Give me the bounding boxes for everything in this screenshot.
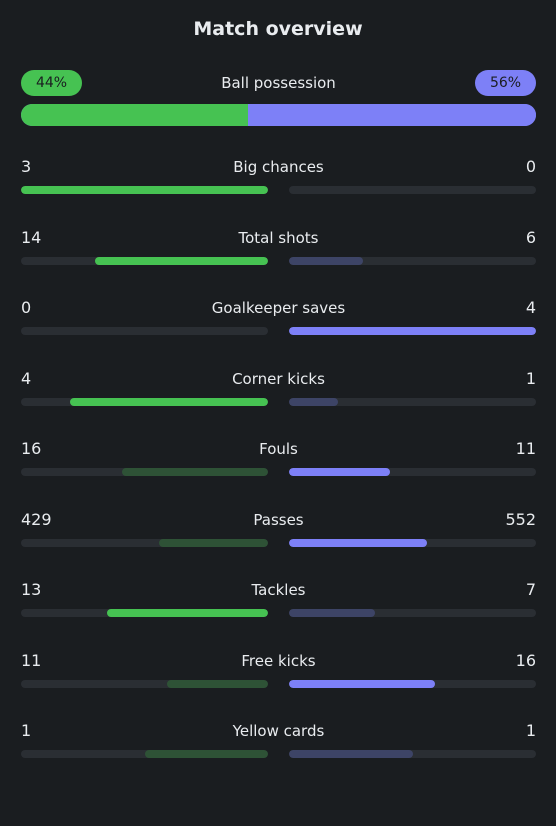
- stat-label: Passes: [253, 511, 304, 529]
- possession-header: 44% Ball possession 56%: [21, 70, 536, 96]
- stat-home-value: 1: [21, 721, 32, 740]
- stat-away-bar: [289, 398, 339, 406]
- stat-away-bar: [289, 680, 435, 688]
- stat-away-value: 1: [525, 721, 536, 740]
- stat-away-value: 552: [505, 510, 536, 529]
- stat-away-bar: [289, 257, 364, 265]
- stat-home-bar: [144, 750, 268, 758]
- stat-row: 3 Big chances 0: [21, 157, 536, 197]
- stat-home-track: [21, 186, 268, 194]
- stat-home-bar: [159, 539, 268, 547]
- stat-home-bar: [166, 680, 268, 688]
- stat-away-track: [289, 680, 536, 688]
- stat-row: 4 Corner kicks 1: [21, 369, 536, 409]
- stat-label: Goalkeeper saves: [211, 299, 346, 317]
- stat-away-bar: [289, 539, 428, 547]
- possession-bar-away: [247, 104, 536, 126]
- stat-row: 1 Yellow cards 1: [21, 721, 536, 761]
- stat-away-bar: [289, 609, 376, 617]
- stat-away-value: 7: [525, 580, 536, 599]
- stat-home-track: [21, 609, 268, 617]
- stat-away-track: [289, 609, 536, 617]
- stat-away-value: 16: [515, 651, 536, 670]
- stat-away-value: 6: [525, 228, 536, 247]
- stat-away-track: [289, 750, 536, 758]
- stat-home-track: [21, 468, 268, 476]
- stat-home-track: [21, 327, 268, 335]
- stat-away-bar: [289, 327, 536, 335]
- stat-away-track: [289, 327, 536, 335]
- stat-home-value: 16: [21, 439, 42, 458]
- stat-away-value: 11: [515, 439, 536, 458]
- stat-home-value: 4: [21, 369, 32, 388]
- stat-home-value: 3: [21, 157, 32, 176]
- away-possession-badge: 56%: [475, 70, 536, 96]
- stat-home-bar: [107, 609, 268, 617]
- stat-label: Big chances: [233, 158, 324, 176]
- stat-away-value: 1: [525, 369, 536, 388]
- stat-away-track: [289, 398, 536, 406]
- stat-home-value: 429: [21, 510, 52, 529]
- stat-row: 16 Fouls 11: [21, 439, 536, 479]
- stat-away-track: [289, 257, 536, 265]
- page-title: Match overview: [193, 18, 363, 40]
- stat-label: Free kicks: [241, 652, 316, 670]
- stat-away-value: 4: [525, 298, 536, 317]
- home-possession-badge: 44%: [21, 70, 82, 96]
- stat-away-bar: [289, 750, 413, 758]
- stat-home-track: [21, 398, 268, 406]
- stat-label: Total shots: [238, 229, 319, 247]
- stat-label: Yellow cards: [232, 722, 325, 740]
- stat-row: 429 Passes 552: [21, 510, 536, 550]
- stat-row: 11 Free kicks 16: [21, 651, 536, 691]
- stat-home-track: [21, 539, 268, 547]
- stat-away-track: [289, 468, 536, 476]
- stat-row: 14 Total shots 6: [21, 228, 536, 268]
- stat-home-bar: [21, 186, 268, 194]
- stat-home-value: 13: [21, 580, 42, 599]
- stat-label: Fouls: [259, 440, 298, 458]
- stat-home-track: [21, 750, 268, 758]
- stat-home-bar: [95, 257, 268, 265]
- stat-away-track: [289, 186, 536, 194]
- stat-home-bar: [70, 398, 268, 406]
- stat-label: Corner kicks: [232, 370, 325, 388]
- possession-label: Ball possession: [221, 74, 336, 92]
- stat-home-value: 14: [21, 228, 42, 247]
- possession-bar: [21, 104, 536, 126]
- stat-home-value: 11: [21, 651, 42, 670]
- possession-bar-home: [21, 104, 248, 126]
- stat-home-track: [21, 680, 268, 688]
- stat-away-track: [289, 539, 536, 547]
- stat-row: 13 Tackles 7: [21, 580, 536, 620]
- stat-home-value: 0: [21, 298, 32, 317]
- stat-away-value: 0: [525, 157, 536, 176]
- stat-label: Tackles: [251, 581, 306, 599]
- stat-row: 0 Goalkeeper saves 4: [21, 298, 536, 338]
- stat-home-bar: [122, 468, 268, 476]
- stat-away-bar: [289, 468, 391, 476]
- stat-home-track: [21, 257, 268, 265]
